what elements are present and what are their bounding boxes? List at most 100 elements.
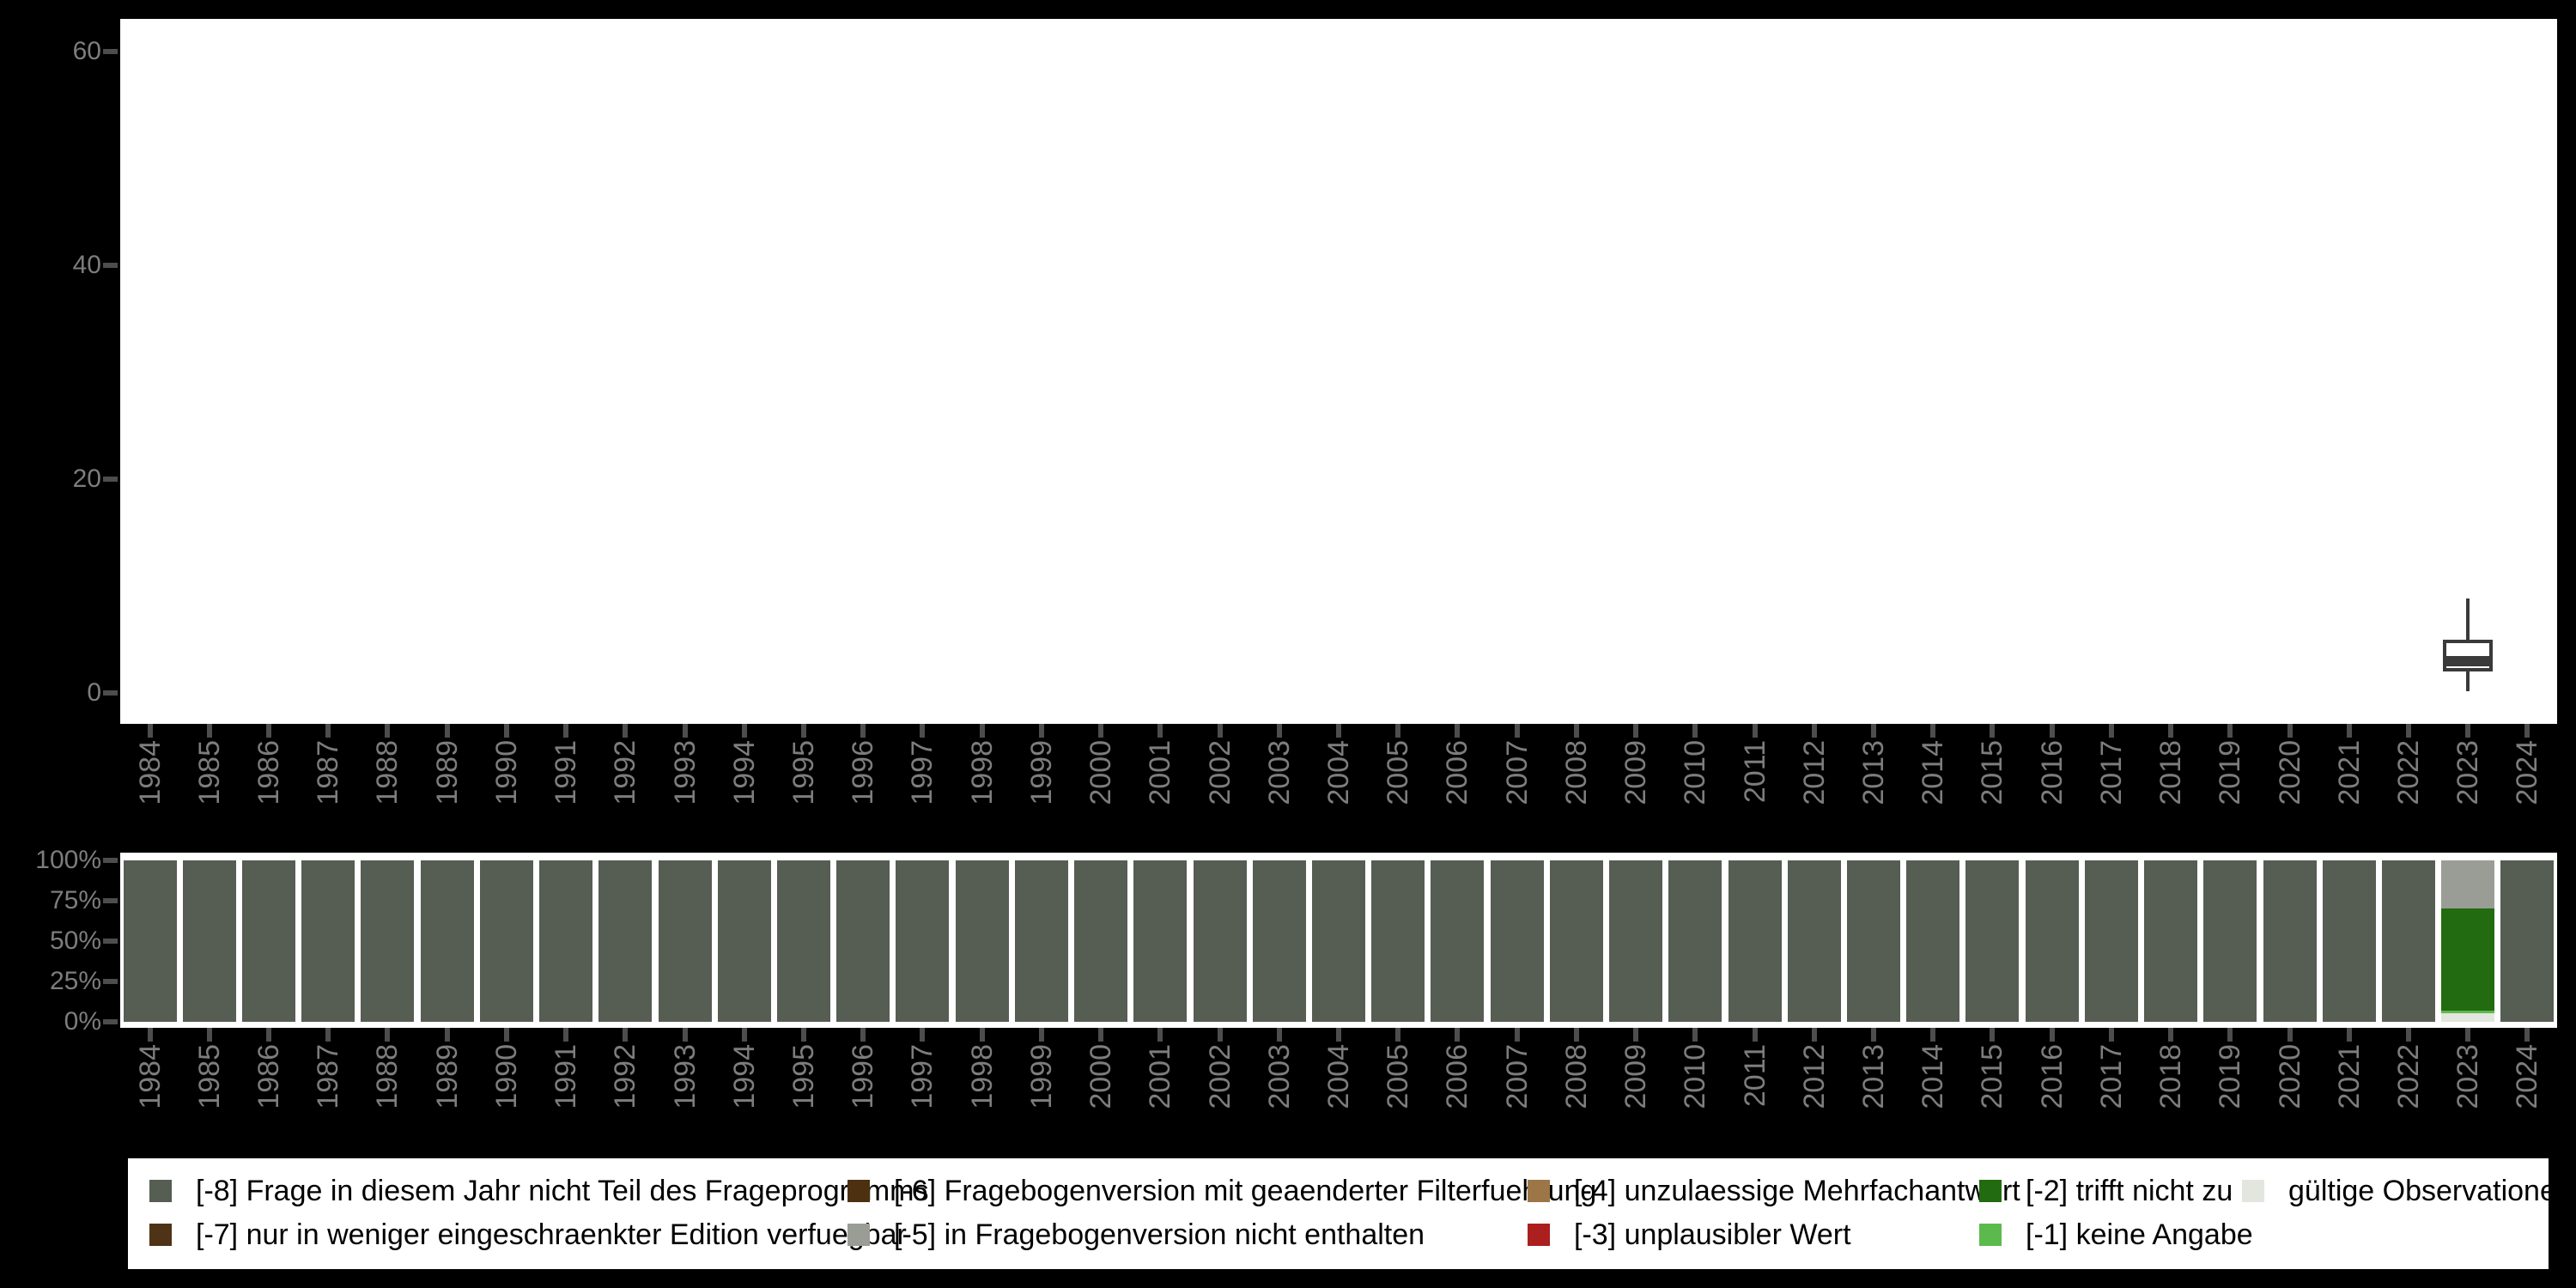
x-tick-mark bbox=[1336, 1028, 1341, 1042]
stacked-bar bbox=[955, 860, 1009, 1022]
year-tick-label: 1994 bbox=[727, 1044, 761, 1109]
x-tick-mark bbox=[1990, 724, 1996, 738]
year-tick-label: 2018 bbox=[2154, 1044, 2188, 1109]
year-tick-label: 2017 bbox=[2094, 1044, 2128, 1109]
legend-swatch--3 bbox=[1528, 1224, 1550, 1246]
bar-cell bbox=[299, 860, 358, 1022]
bar-segment--8 bbox=[1252, 860, 1306, 1022]
year-tick-label: 1998 bbox=[965, 1044, 999, 1109]
stacked-bar bbox=[301, 860, 355, 1022]
bar-cell bbox=[774, 860, 833, 1022]
legend-item: [-3] unplausibler Wert bbox=[1528, 1220, 1851, 1249]
year-tick-label: 2005 bbox=[1382, 1044, 1415, 1109]
legend-label: [-7] nur in weniger eingeschraenkter Edi… bbox=[196, 1218, 907, 1251]
y-tick-label: 0 bbox=[87, 678, 101, 707]
bar-cell bbox=[714, 860, 774, 1022]
legend-swatch--8 bbox=[149, 1180, 172, 1202]
legend-item: [-8] Frage in diesem Jahr nicht Teil des… bbox=[149, 1176, 929, 1206]
y-tick-mark bbox=[103, 939, 118, 944]
legend-swatch--2 bbox=[1979, 1180, 2002, 1202]
year-tick-label: 1989 bbox=[430, 740, 464, 805]
x-tick-mark bbox=[1692, 1028, 1698, 1042]
stacked-bar bbox=[2203, 860, 2257, 1022]
year-tick-label: 1985 bbox=[192, 1044, 226, 1109]
stacked-bar bbox=[361, 860, 415, 1022]
x-tick-mark bbox=[1217, 1028, 1223, 1042]
legend-label: [-4] unzulaessige Mehrfachantwort bbox=[1574, 1175, 2020, 1207]
stacked-bar bbox=[2025, 860, 2079, 1022]
year-tick-label: 2000 bbox=[1084, 1044, 1118, 1109]
bar-cell bbox=[1844, 860, 1903, 1022]
legend-label: [-6] Fragebogenversion mit geaenderter F… bbox=[894, 1175, 1597, 1207]
stacked-bar bbox=[123, 860, 177, 1022]
year-tick-label: 2013 bbox=[1856, 1044, 1890, 1109]
boxplot-panel bbox=[120, 19, 2557, 724]
bar-segment--8 bbox=[717, 860, 771, 1022]
x-tick-mark bbox=[444, 724, 450, 738]
x-tick-mark bbox=[920, 724, 926, 738]
x-tick-mark bbox=[444, 1028, 450, 1042]
stacked-bar bbox=[1193, 860, 1247, 1022]
bar-segment--8 bbox=[1371, 860, 1425, 1022]
bar-segment--8 bbox=[1668, 860, 1722, 1022]
x-tick-mark bbox=[860, 724, 866, 738]
stacked-bar bbox=[1846, 860, 1900, 1022]
legend-item: [-6] Fragebogenversion mit geaenderter F… bbox=[848, 1175, 1597, 1207]
x-tick-mark bbox=[2346, 724, 2352, 738]
x-tick-mark bbox=[2524, 724, 2530, 738]
stacked-bar bbox=[1133, 860, 1188, 1022]
year-tick-label: 2023 bbox=[2451, 740, 2485, 805]
year-tick-label: 1999 bbox=[1024, 1044, 1058, 1109]
year-tick-label: 2009 bbox=[1619, 740, 1653, 805]
x-tick-mark bbox=[741, 724, 747, 738]
x-tick-mark bbox=[1455, 724, 1461, 738]
legend-label: [-5] in Fragebogenversion nicht enthalte… bbox=[894, 1218, 1425, 1251]
year-tick-label: 2018 bbox=[2154, 740, 2188, 805]
year-tick-label: 2009 bbox=[1619, 1044, 1653, 1109]
year-tick-label: 2019 bbox=[2214, 740, 2247, 805]
x-tick-mark bbox=[1098, 1028, 1104, 1042]
stacked-bar bbox=[1252, 860, 1306, 1022]
bar-segment--8 bbox=[1728, 860, 1782, 1022]
y-tick-label: 25% bbox=[49, 967, 101, 995]
stacked-bar bbox=[1311, 860, 1365, 1022]
legend-label: [-1] keine Angabe bbox=[2026, 1218, 2253, 1251]
stacked-bar bbox=[836, 860, 890, 1022]
bar-segment--8 bbox=[1074, 860, 1128, 1022]
bar-cell bbox=[1606, 860, 1665, 1022]
stacked-bar bbox=[1014, 860, 1068, 1022]
x-tick-mark bbox=[920, 1028, 926, 1042]
x-tick-mark bbox=[2287, 1028, 2293, 1042]
bar-segment--8 bbox=[836, 860, 890, 1022]
x-tick-mark bbox=[1990, 1028, 1996, 1042]
x-tick-mark bbox=[1692, 724, 1698, 738]
x-tick-mark bbox=[385, 724, 391, 738]
bar-cell bbox=[417, 860, 477, 1022]
x-tick-mark bbox=[1514, 724, 1520, 738]
x-tick-mark bbox=[503, 1028, 509, 1042]
year-tick-label: 2001 bbox=[1144, 740, 1177, 805]
year-tick-label: 1987 bbox=[312, 1044, 345, 1109]
legend-item: gültige Observationen bbox=[2242, 1176, 2573, 1206]
year-tick-label: 1991 bbox=[550, 1044, 583, 1109]
year-tick-label: 2016 bbox=[2035, 1044, 2069, 1109]
year-tick-label: 2003 bbox=[1262, 740, 1296, 805]
stacked-bar bbox=[1965, 860, 2020, 1022]
bar-cell bbox=[1309, 860, 1368, 1022]
year-tick-label: 1997 bbox=[906, 740, 939, 805]
stacked-bar bbox=[2500, 860, 2555, 1022]
y-tick-mark bbox=[103, 49, 118, 54]
x-tick-mark bbox=[1336, 724, 1341, 738]
legend-swatch--5 bbox=[848, 1224, 870, 1246]
legend-swatch--6 bbox=[848, 1180, 870, 1202]
year-tick-label: 2007 bbox=[1500, 1044, 1534, 1109]
x-tick-mark bbox=[325, 1028, 331, 1042]
stacked-bar bbox=[539, 860, 593, 1022]
stacked-bar bbox=[1668, 860, 1722, 1022]
bar-segment--8 bbox=[123, 860, 177, 1022]
bar-segment--8 bbox=[777, 860, 831, 1022]
x-tick-mark bbox=[1038, 1028, 1044, 1042]
x-tick-mark bbox=[1573, 724, 1579, 738]
year-tick-label: 1989 bbox=[430, 1044, 464, 1109]
x-tick-mark bbox=[385, 1028, 391, 1042]
